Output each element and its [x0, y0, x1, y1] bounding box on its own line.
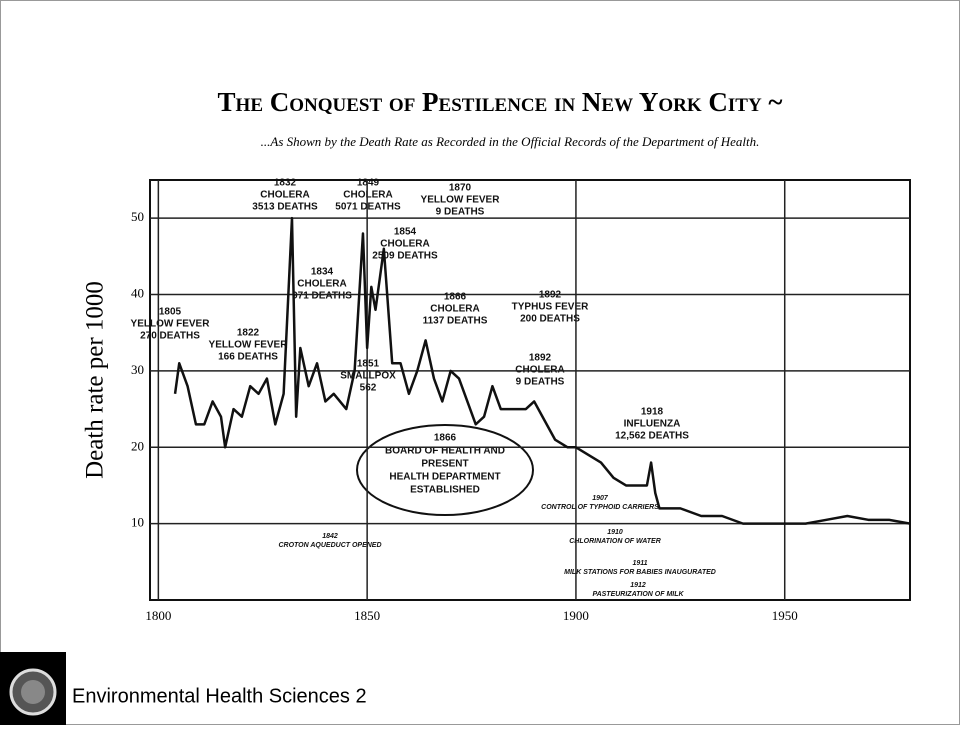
annotation: 200 DEATHS — [520, 314, 580, 325]
annotation: 1918 — [641, 407, 664, 418]
annotation: 562 — [360, 383, 377, 394]
title: The Conquest of Pestilence in New York C… — [218, 87, 783, 117]
annotation: INFLUENZA — [624, 419, 681, 430]
x-tick-label: 1850 — [354, 608, 380, 623]
annotation: 12,562 DEATHS — [615, 431, 689, 442]
annotation: 1866 — [444, 292, 467, 303]
annotation: BOARD OF HEALTH AND — [385, 446, 505, 457]
annotation: SMALLPOX — [340, 371, 396, 382]
annotation: CONTROL OF TYPHOID CARRIERS — [541, 504, 659, 511]
annotation: 1866 — [434, 433, 457, 444]
x-tick-label: 1800 — [145, 608, 171, 623]
annotation: CHOLERA — [430, 304, 479, 315]
annotation: ESTABLISHED — [410, 485, 480, 496]
y-tick-label: 10 — [131, 515, 144, 530]
annotation: 9 DEATHS — [436, 207, 485, 218]
y-axis-label: Death rate per 1000 — [82, 281, 109, 479]
y-tick-label: 40 — [131, 286, 144, 301]
annotation: 1832 — [274, 178, 297, 189]
annotation: 1870 — [449, 183, 472, 194]
annotation: CHOLERA — [515, 365, 564, 376]
annotation: 270 DEATHS — [140, 331, 200, 342]
footer: Environmental Health Sciences 2 — [72, 685, 367, 707]
annotation: PASTEURIZATION OF MILK — [592, 591, 684, 598]
annotation: MILK STATIONS FOR BABIES INAUGURATED — [564, 569, 716, 576]
annotation: TYPHUS FEVER — [512, 302, 589, 313]
annotation: 1912 — [630, 582, 646, 589]
annotation: 5071 DEATHS — [335, 202, 401, 213]
annotation: CHOLERA — [297, 279, 346, 290]
annotation: 1822 — [237, 328, 260, 339]
annotation: 971 DEATHS — [292, 291, 352, 302]
annotation: CHOLERA — [380, 239, 429, 250]
annotation: 1849 — [357, 178, 380, 189]
annotation: CHLORINATION OF WATER — [569, 538, 661, 545]
annotation: YELLOW FEVER — [421, 195, 501, 206]
annotation: 1854 — [394, 227, 417, 238]
annotation: 9 DEATHS — [516, 377, 565, 388]
annotation: HEALTH DEPARTMENT — [389, 472, 500, 483]
y-tick-label: 30 — [131, 362, 144, 377]
annotation: YELLOW FEVER — [131, 319, 211, 330]
y-tick-label: 20 — [131, 438, 144, 453]
annotation: 2509 DEATHS — [372, 251, 438, 262]
y-tick-label: 50 — [131, 209, 144, 224]
annotation: CROTON AQUEDUCT OPENED — [278, 542, 381, 549]
annotation: 1892 — [529, 353, 552, 364]
annotation: 1911 — [632, 560, 647, 567]
annotation: PRESENT — [421, 459, 468, 470]
annotation: 1842 — [322, 533, 338, 540]
x-tick-label: 1900 — [563, 608, 589, 623]
subtitle: ...As Shown by the Death Rate as Recorde… — [261, 134, 760, 149]
annotation: 1910 — [607, 529, 623, 536]
logo-inner — [21, 680, 45, 704]
plot-frame — [149, 179, 911, 601]
annotation: 3513 DEATHS — [252, 202, 318, 213]
annotation: CHOLERA — [260, 190, 309, 201]
annotation: CHOLERA — [343, 190, 392, 201]
annotation: YELLOW FEVER — [209, 340, 289, 351]
annotation: 1805 — [159, 307, 182, 318]
x-tick-label: 1950 — [772, 608, 798, 623]
data-line — [173, 216, 911, 525]
annotation: 1834 — [311, 267, 334, 278]
annotation: 1137 DEATHS — [423, 316, 488, 327]
annotation: 1851 — [357, 359, 380, 370]
annotation: 166 DEATHS — [218, 352, 278, 363]
annotation: 1907 — [592, 495, 609, 502]
